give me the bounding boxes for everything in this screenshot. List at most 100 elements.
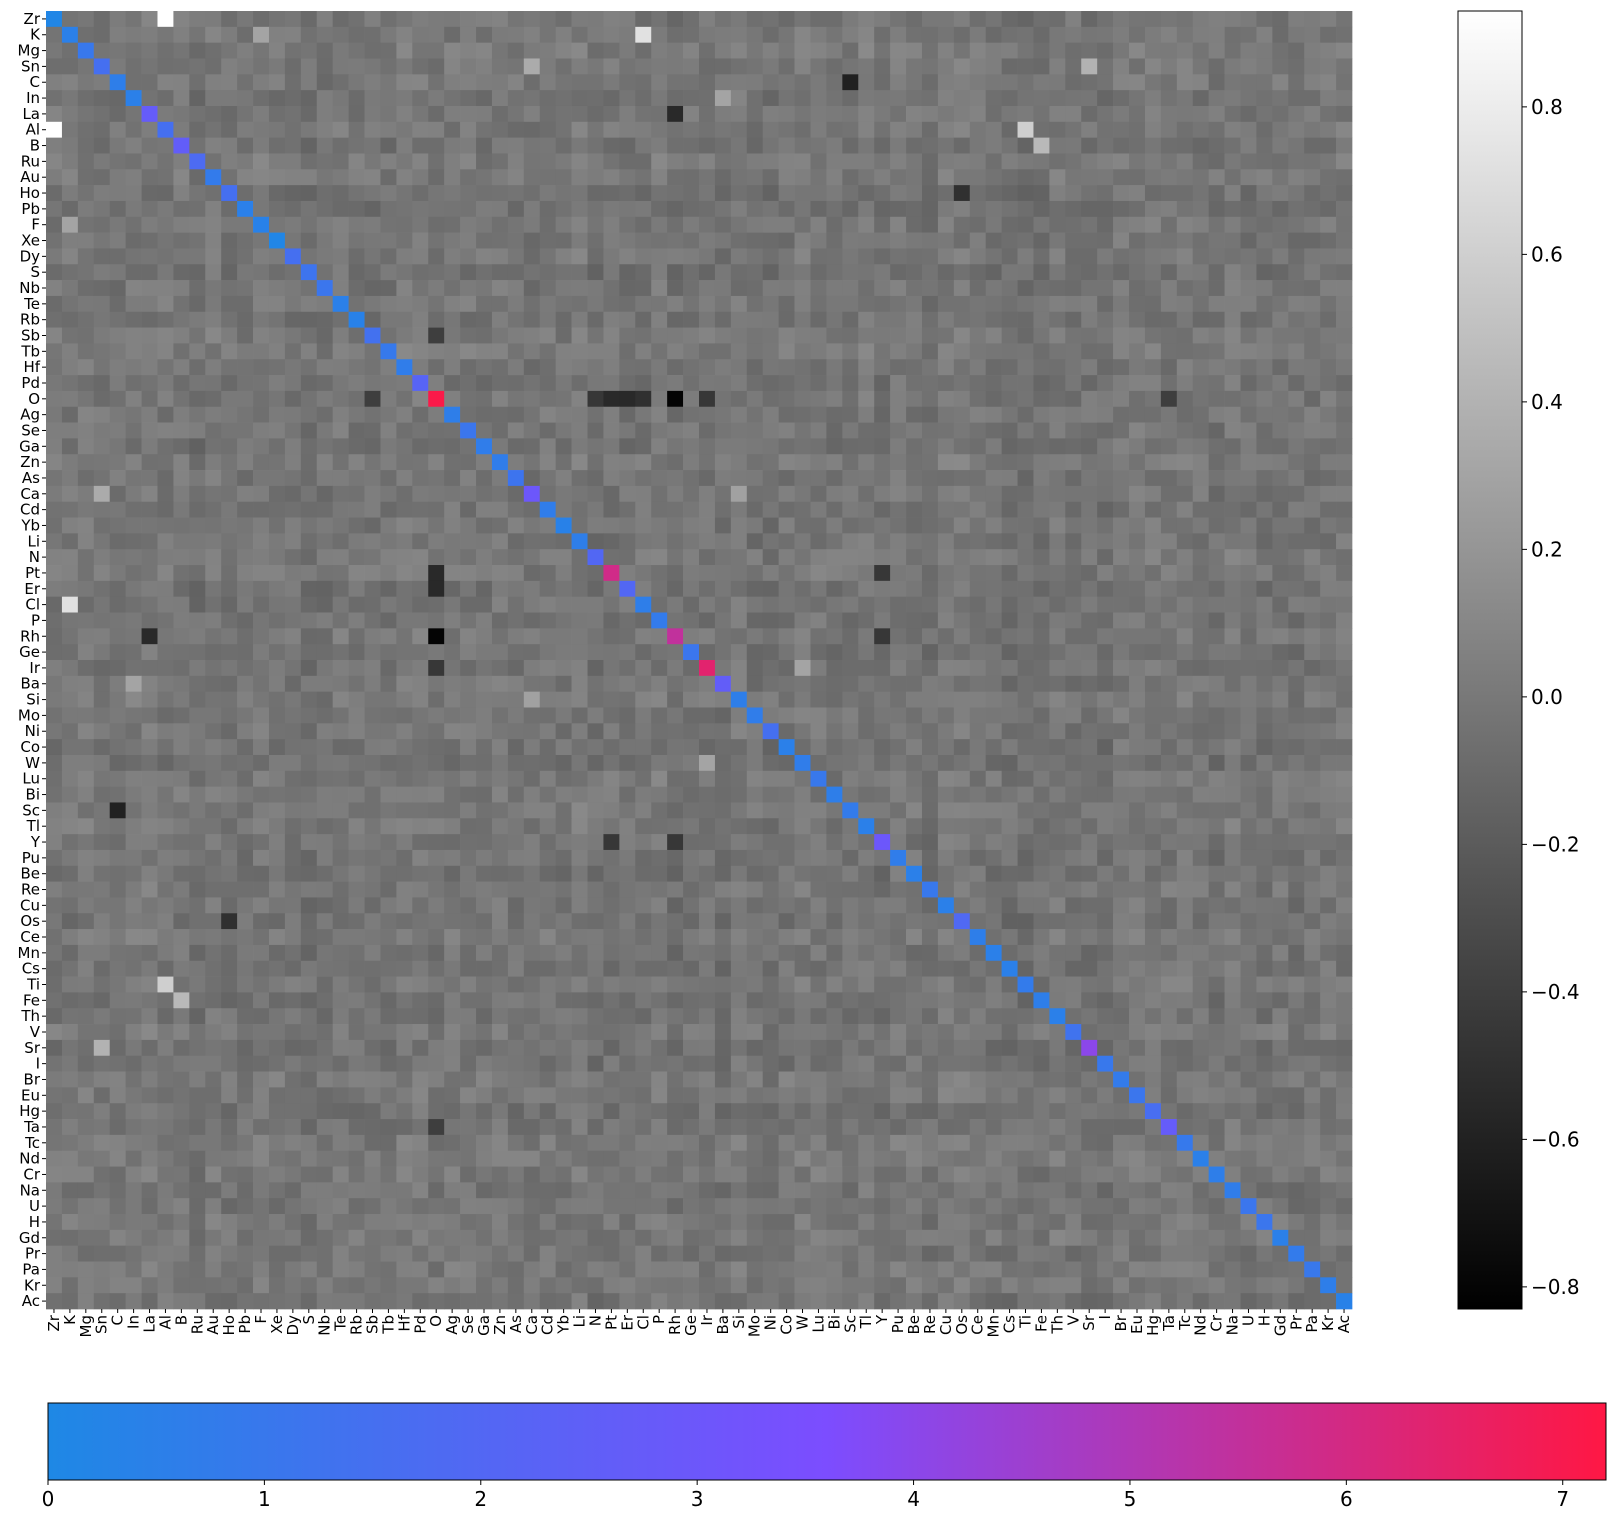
- heatmap-cell: [746, 248, 764, 265]
- heatmap-cell: [699, 517, 716, 534]
- heatmap-cell: [109, 343, 126, 360]
- heatmap-cell: [125, 501, 142, 518]
- heatmap-cell: [906, 438, 923, 455]
- heatmap-cell: [507, 660, 525, 677]
- heatmap-cell: [921, 485, 939, 503]
- heatmap-cell: [332, 960, 349, 977]
- heatmap-cell: [1208, 232, 1225, 249]
- heatmap-cell: [205, 865, 222, 882]
- heatmap-cell: [1304, 628, 1321, 645]
- heatmap-cell: [1288, 26, 1305, 44]
- heatmap-cell: [858, 406, 875, 423]
- heatmap-cell: [284, 280, 302, 297]
- heatmap-cell: [476, 897, 493, 914]
- heatmap-cell: [539, 707, 557, 724]
- heatmap-cell: [539, 501, 557, 518]
- heatmap-cell: [205, 913, 222, 930]
- heatmap-cell: [667, 754, 684, 772]
- heatmap-cell: [61, 849, 79, 867]
- heatmap-cell: [1256, 137, 1273, 154]
- heatmap-cell: [842, 549, 859, 566]
- heatmap-cell: [444, 913, 461, 930]
- heatmap-cell: [157, 691, 174, 708]
- heatmap-cell: [491, 517, 509, 534]
- heatmap-cell: [380, 739, 397, 756]
- heatmap-cell: [1033, 232, 1050, 249]
- heatmap-cell: [571, 327, 588, 344]
- heatmap-cell: [826, 786, 843, 803]
- heatmap-cell: [874, 42, 891, 59]
- heatmap-cell: [826, 248, 843, 265]
- heatmap-cell: [380, 675, 397, 693]
- heatmap-cell: [937, 960, 955, 977]
- heatmap-cell: [284, 565, 302, 582]
- heatmap-cell: [109, 929, 126, 946]
- heatmap-cell: [157, 454, 174, 471]
- heatmap-cell: [1256, 723, 1273, 740]
- heatmap-cell: [635, 359, 652, 376]
- heatmap-cell: [428, 533, 445, 550]
- heatmap-cell: [906, 533, 923, 550]
- heatmap-cell: [428, 739, 445, 756]
- heatmap-cell: [1129, 960, 1146, 977]
- heatmap-cell: [1176, 818, 1194, 835]
- heatmap-cell: [173, 485, 190, 503]
- heatmap-cell: [890, 232, 907, 249]
- heatmap-cell: [189, 849, 206, 867]
- heatmap-cell: [858, 438, 875, 455]
- heatmap-cell: [714, 42, 732, 59]
- heatmap-cell: [1288, 200, 1305, 218]
- heatmap-cell: [460, 802, 477, 819]
- heatmap-cell: [1208, 11, 1225, 28]
- heatmap-cell: [157, 216, 174, 233]
- heatmap-cell: [890, 470, 907, 487]
- heatmap-cell: [157, 834, 174, 851]
- heatmap-cell: [284, 802, 302, 819]
- heatmap-cell: [237, 849, 254, 867]
- heatmap-cell: [1304, 881, 1321, 898]
- heatmap-cell: [1176, 264, 1194, 281]
- heatmap-cell: [1240, 74, 1257, 91]
- heatmap-cell: [730, 295, 748, 313]
- heatmap-cell: [635, 232, 652, 249]
- heatmap-cell: [173, 849, 190, 867]
- heatmap-cell: [571, 533, 588, 550]
- heatmap-cell: [460, 153, 477, 170]
- heatmap-cell: [1224, 359, 1241, 376]
- heatmap-cell: [858, 723, 875, 740]
- heatmap-cell: [1001, 470, 1018, 487]
- heatmap-cell: [1113, 565, 1130, 582]
- heatmap-cell: [460, 770, 477, 787]
- heatmap-cell: [125, 295, 142, 313]
- heatmap-cell: [1001, 565, 1018, 582]
- heatmap-cell: [189, 248, 206, 265]
- heatmap-cell: [1144, 501, 1162, 518]
- heatmap-cell: [476, 944, 493, 962]
- heatmap-cell: [1097, 343, 1114, 360]
- heatmap-cell: [539, 295, 557, 313]
- heatmap-cell: [1288, 264, 1305, 281]
- heatmap-cell: [460, 216, 477, 233]
- heatmap-cell: [364, 517, 381, 534]
- heatmap-cell: [444, 438, 461, 455]
- heatmap-cell: [332, 74, 349, 91]
- heatmap-cell: [1144, 913, 1162, 930]
- heatmap-cell: [969, 881, 987, 898]
- heatmap-cell: [1240, 216, 1257, 233]
- heatmap-cell: [683, 849, 700, 867]
- heatmap-cell: [284, 549, 302, 566]
- heatmap-cell: [1240, 818, 1257, 835]
- heatmap-cell: [1304, 264, 1321, 281]
- heatmap-cell: [507, 818, 525, 835]
- heatmap-cell: [1304, 770, 1321, 787]
- heatmap-cell: [794, 660, 811, 677]
- heatmap-cell: [1129, 897, 1146, 914]
- heatmap-cell: [714, 865, 732, 882]
- heatmap-cell: [316, 723, 334, 740]
- heatmap-cell: [555, 881, 572, 898]
- heatmap-cell: [953, 533, 971, 550]
- heatmap-cell: [985, 944, 1002, 962]
- heatmap-cell: [667, 438, 684, 455]
- heatmap-cell: [380, 185, 397, 202]
- heatmap-cell: [1129, 11, 1146, 28]
